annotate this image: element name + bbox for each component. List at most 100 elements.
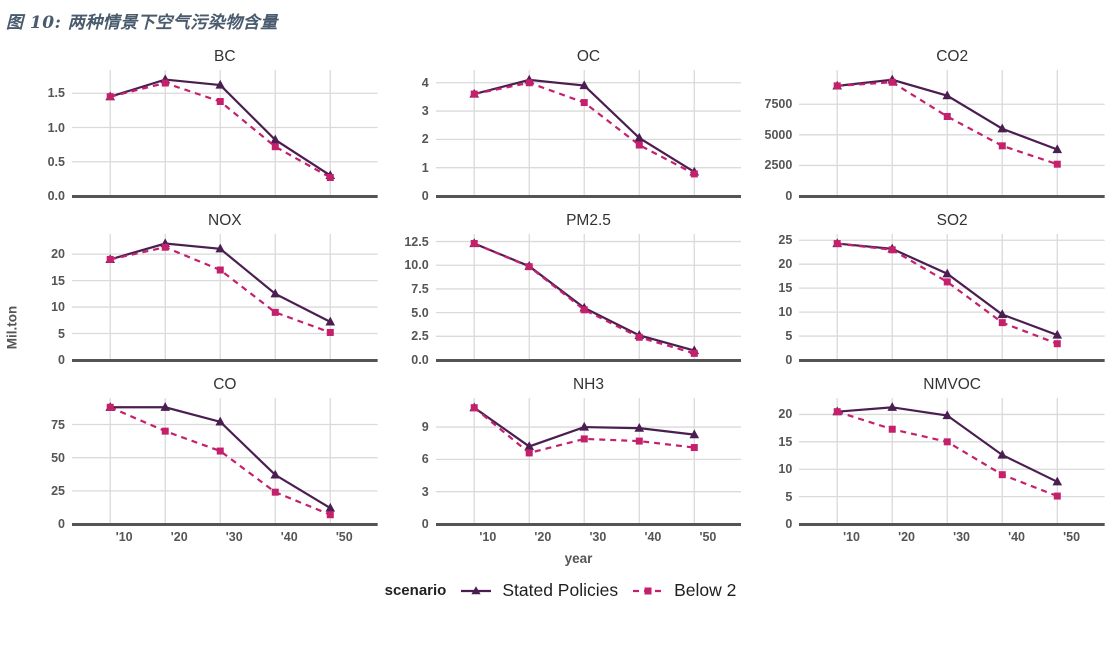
plot-panel <box>799 398 1105 526</box>
y-tick-label: 50 <box>51 450 65 465</box>
stated-policies-line-triangle-icon <box>461 585 492 594</box>
y-axis-labels: 0.0 2.5 5.0 7.5 10.0 12.5 <box>390 234 436 367</box>
y-tick-label: 10 <box>778 305 793 320</box>
facet-title: NOX <box>208 212 242 229</box>
y-tick-label: 5 <box>785 329 793 344</box>
y-tick-label: 20 <box>778 407 793 422</box>
facet-bc: BC 0.0 0.5 1.0 1.5 <box>26 47 378 203</box>
y-axis-labels: 0 1 2 3 4 <box>390 70 436 203</box>
facet-title: CO2 <box>936 48 969 65</box>
facet-plot <box>799 234 1105 362</box>
y-axis-labels: 0 2500 5000 7500 <box>753 70 799 203</box>
facet-co: CO 0 25 50 75 '10 '20 '30 '40 '50 <box>26 375 378 546</box>
facet-so2: SO2 0 5 10 15 20 25 <box>753 211 1105 367</box>
y-tick-label: 0 <box>58 353 65 367</box>
x-axis-title: year <box>564 551 593 566</box>
y-tick-label: 10 <box>778 462 793 477</box>
facet-oc: OC 0 1 2 3 4 <box>390 47 742 203</box>
x-tick-label: '10 <box>479 530 497 544</box>
facet-title: CO <box>213 376 237 393</box>
y-tick-label: 10.0 <box>404 258 429 273</box>
y-tick-label: 75 <box>51 417 65 432</box>
y-tick-label: 0 <box>785 189 793 203</box>
x-tick-label: '50 <box>1063 530 1081 544</box>
facet-plot <box>435 70 742 198</box>
y-tick-label: 0 <box>421 189 429 203</box>
x-tick-label: '40 <box>644 530 662 544</box>
facet-title: PM2.5 <box>566 212 611 229</box>
facet-title: NMVOC <box>923 376 981 393</box>
y-tick-label: 20 <box>51 247 65 262</box>
y-tick-label: 0.0 <box>411 353 429 367</box>
y-tick-label: 3 <box>421 104 429 119</box>
facet-plot <box>72 70 378 198</box>
y-tick-label: 0 <box>421 517 429 531</box>
y-tick-label: 2.5 <box>411 329 429 344</box>
y-tick-label: 25 <box>51 483 65 498</box>
y-tick-label: 7.5 <box>411 281 429 296</box>
y-tick-label: 25 <box>778 233 793 248</box>
legend-title: scenario <box>384 582 447 599</box>
y-tick-label: 5 <box>58 326 65 341</box>
plot-panel <box>799 70 1105 198</box>
facet-pm25: PM2.5 0.0 2.5 5.0 7.5 10.0 12.5 <box>390 211 742 367</box>
x-tick-label: '40 <box>1008 530 1026 544</box>
below-2-dashed-square-icon <box>633 587 664 594</box>
legend-label: Below 2 <box>674 580 737 600</box>
facet-plot <box>72 234 378 362</box>
y-axis-labels: 0 25 50 75 <box>26 398 72 531</box>
y-tick-label: 10 <box>51 300 65 315</box>
chart-area: Mil.ton BC 0.0 0.5 1.0 1.5 OC 0 1 2 3 4 CO2 0 25… <box>0 35 1111 566</box>
facet-title: OC <box>576 48 601 65</box>
facet-plot <box>799 70 1105 198</box>
facet-plot <box>799 398 1105 526</box>
y-tick-label: 0 <box>58 517 65 531</box>
facet-co2: CO2 0 2500 5000 7500 <box>753 47 1105 203</box>
y-tick-label: 7500 <box>764 97 793 112</box>
y-tick-label: 2500 <box>764 158 793 173</box>
y-tick-label: 3 <box>421 484 429 499</box>
y-tick-label: 4 <box>421 75 429 90</box>
plot-panel <box>799 234 1105 362</box>
figure-title: 图 10: 两种情景下空气污染物含量 <box>6 13 278 33</box>
legend-item-below-2: Below 2 <box>631 580 736 601</box>
x-tick-label: '20 <box>170 530 188 544</box>
x-tick-label: '10 <box>115 530 133 544</box>
y-axis-labels: 0 5 10 15 20 <box>26 234 72 367</box>
facet-nox: NOX 0 5 10 15 20 <box>26 211 378 367</box>
y-tick-label: 20 <box>778 257 793 272</box>
y-tick-label: 1 <box>421 160 429 175</box>
y-tick-label: 1.0 <box>47 120 65 135</box>
y-tick-label: 12.5 <box>404 234 429 249</box>
facet-title: SO2 <box>936 212 968 229</box>
x-tick-label: '30 <box>225 530 243 544</box>
y-tick-label: 0 <box>785 353 793 367</box>
y-tick-label: 1.5 <box>47 86 65 101</box>
plot-panel <box>72 398 378 526</box>
plot-panel <box>72 70 378 198</box>
x-axis-labels: '10 '20 '30 '40 '50 <box>799 526 1105 546</box>
y-axis-title: Mil.ton <box>4 305 20 350</box>
legend: scenario Stated Policies Below 2 <box>10 570 1111 607</box>
x-tick-label: '30 <box>953 530 971 544</box>
plot-panel <box>435 70 742 198</box>
y-tick-label: 6 <box>421 452 429 467</box>
y-tick-label: 5 <box>785 489 793 504</box>
y-tick-label: 15 <box>778 434 793 449</box>
legend-label: Stated Policies <box>502 580 619 600</box>
x-tick-label: '50 <box>335 530 353 544</box>
y-axis-labels: 0 5 10 15 20 25 <box>753 233 799 367</box>
x-tick-label: '50 <box>699 530 717 544</box>
legend-item-stated-policies: Stated Policies <box>459 580 618 601</box>
y-tick-label: 15 <box>51 273 65 288</box>
x-tick-label: '20 <box>534 530 552 544</box>
plot-panel <box>435 234 742 362</box>
y-tick-label: 2 <box>421 132 429 147</box>
x-axis-labels: '10 '20 '30 '40 '50 <box>436 526 742 546</box>
y-tick-label: 0.0 <box>47 189 65 203</box>
y-axis-labels: 0 3 6 9 <box>390 398 436 531</box>
facet-plot <box>435 398 742 526</box>
x-tick-label: '30 <box>589 530 607 544</box>
y-axis-labels: 0 5 10 15 20 <box>753 398 799 531</box>
